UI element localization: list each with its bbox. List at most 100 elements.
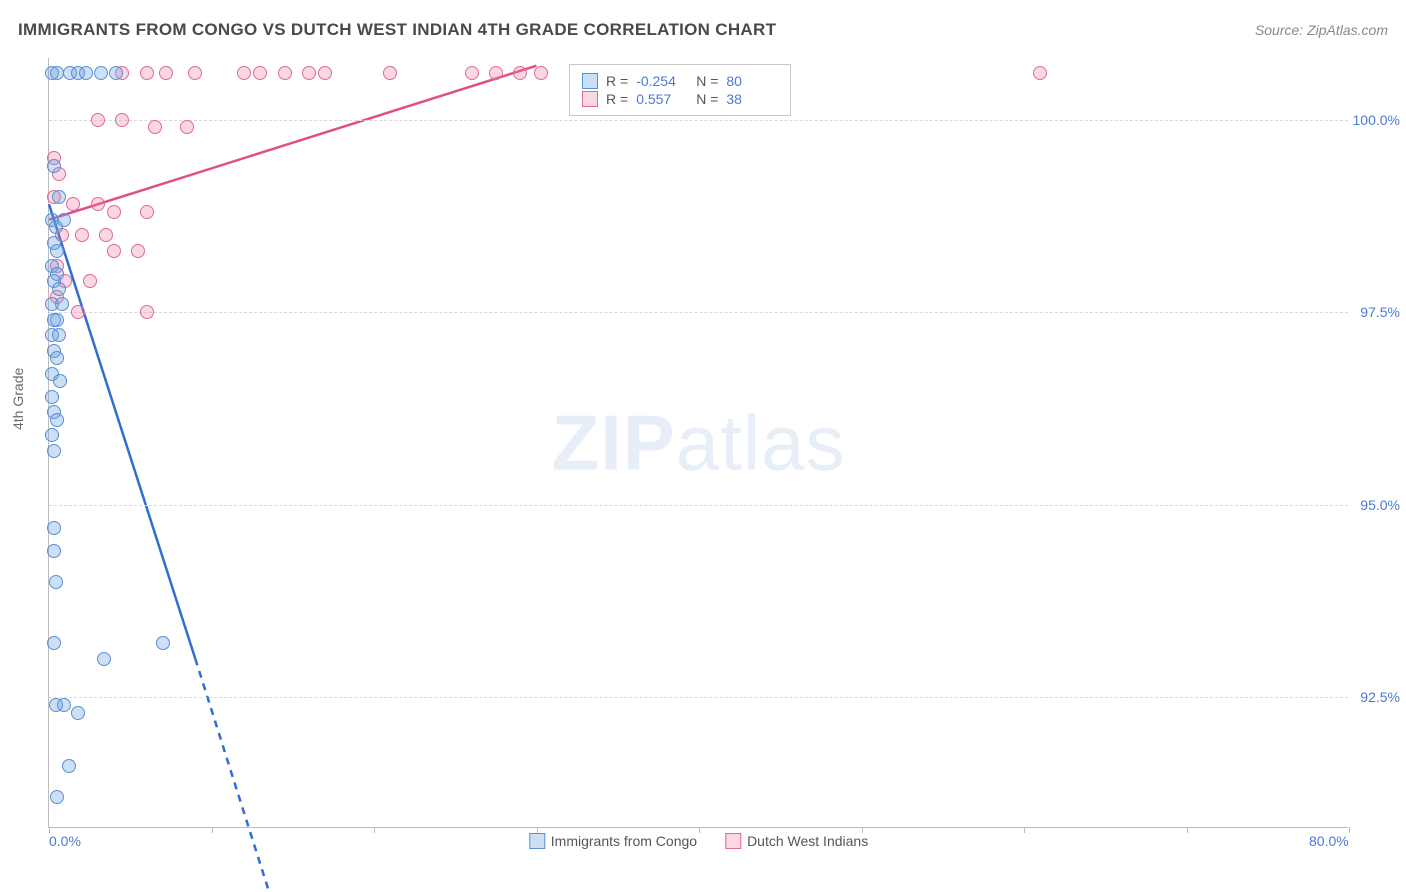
scatter-point-blue	[50, 351, 64, 365]
scatter-point-blue	[57, 698, 71, 712]
scatter-point-blue	[55, 297, 69, 311]
scatter-point-pink	[75, 228, 89, 242]
y-tick-label: 100.0%	[1353, 112, 1400, 128]
scatter-point-pink	[99, 228, 113, 242]
gridline-h	[49, 505, 1348, 506]
correlation-legend: R = -0.254 N = 80R = 0.557 N = 38	[569, 64, 791, 116]
legend-label: Dutch West Indians	[747, 833, 868, 849]
chart-header: IMMIGRANTS FROM CONGO VS DUTCH WEST INDI…	[18, 20, 1388, 40]
series-legend: Immigrants from Congo Dutch West Indians	[529, 833, 868, 849]
chart-title: IMMIGRANTS FROM CONGO VS DUTCH WEST INDI…	[18, 20, 776, 40]
legend-item: Dutch West Indians	[725, 833, 868, 849]
legend-swatch	[529, 833, 545, 849]
legend-item: Immigrants from Congo	[529, 833, 697, 849]
scatter-point-pink	[318, 66, 332, 80]
scatter-point-blue	[49, 575, 63, 589]
x-tick	[1024, 827, 1025, 833]
legend-r-value: -0.254	[636, 73, 688, 89]
scatter-point-pink	[140, 205, 154, 219]
scatter-point-pink	[140, 66, 154, 80]
scatter-point-pink	[107, 205, 121, 219]
scatter-point-pink	[91, 197, 105, 211]
legend-row: R = 0.557 N = 38	[582, 91, 778, 107]
plot-area: ZIPatlas 100.0%97.5%95.0%92.5%0.0%80.0%R…	[48, 58, 1348, 828]
gridline-h	[49, 120, 1348, 121]
watermark: ZIPatlas	[551, 397, 845, 488]
legend-r-label: R =	[606, 73, 628, 89]
scatter-point-pink	[115, 113, 129, 127]
scatter-point-blue	[50, 413, 64, 427]
legend-swatch	[725, 833, 741, 849]
legend-label: Immigrants from Congo	[551, 833, 697, 849]
scatter-point-pink	[465, 66, 479, 80]
scatter-point-pink	[302, 66, 316, 80]
scatter-point-blue	[62, 759, 76, 773]
scatter-point-pink	[66, 197, 80, 211]
scatter-point-blue	[50, 790, 64, 804]
legend-r-value: 0.557	[636, 91, 688, 107]
scatter-point-blue	[52, 282, 66, 296]
scatter-point-pink	[159, 66, 173, 80]
legend-row: R = -0.254 N = 80	[582, 73, 778, 89]
legend-n-value: 80	[726, 73, 778, 89]
scatter-point-blue	[94, 66, 108, 80]
scatter-point-blue	[50, 66, 64, 80]
x-tick	[1349, 827, 1350, 833]
scatter-point-blue	[97, 652, 111, 666]
scatter-point-blue	[47, 521, 61, 535]
scatter-point-blue	[57, 213, 71, 227]
scatter-point-blue	[47, 159, 61, 173]
scatter-point-blue	[45, 390, 59, 404]
legend-n-label: N =	[696, 73, 718, 89]
scatter-point-blue	[53, 374, 67, 388]
scatter-point-pink	[83, 274, 97, 288]
scatter-point-pink	[489, 66, 503, 80]
x-tick	[374, 827, 375, 833]
scatter-point-pink	[534, 66, 548, 80]
scatter-point-pink	[1033, 66, 1047, 80]
x-tick-label: 0.0%	[49, 833, 81, 849]
scatter-point-pink	[148, 120, 162, 134]
x-tick-label: 80.0%	[1309, 833, 1349, 849]
scatter-point-pink	[131, 244, 145, 258]
x-tick	[49, 827, 50, 833]
scatter-point-blue	[50, 244, 64, 258]
y-tick-label: 95.0%	[1360, 497, 1400, 513]
scatter-point-pink	[91, 113, 105, 127]
x-tick	[1187, 827, 1188, 833]
scatter-point-pink	[237, 66, 251, 80]
scatter-point-pink	[140, 305, 154, 319]
scatter-point-blue	[156, 636, 170, 650]
scatter-point-pink	[188, 66, 202, 80]
scatter-point-blue	[109, 66, 123, 80]
scatter-point-pink	[513, 66, 527, 80]
chart-source: Source: ZipAtlas.com	[1255, 22, 1388, 38]
legend-swatch	[582, 73, 598, 89]
scatter-point-pink	[383, 66, 397, 80]
scatter-point-blue	[71, 706, 85, 720]
legend-n-label: N =	[696, 91, 718, 107]
scatter-point-pink	[71, 305, 85, 319]
scatter-point-pink	[253, 66, 267, 80]
scatter-point-pink	[107, 244, 121, 258]
scatter-point-blue	[52, 190, 66, 204]
scatter-point-blue	[47, 444, 61, 458]
regression-lines	[49, 58, 1348, 827]
gridline-h	[49, 697, 1348, 698]
scatter-point-pink	[180, 120, 194, 134]
y-axis-label: 4th Grade	[10, 368, 26, 430]
legend-swatch	[582, 91, 598, 107]
scatter-point-blue	[47, 636, 61, 650]
scatter-point-blue	[52, 328, 66, 342]
scatter-point-pink	[278, 66, 292, 80]
gridline-h	[49, 312, 1348, 313]
legend-r-label: R =	[606, 91, 628, 107]
y-tick-label: 97.5%	[1360, 304, 1400, 320]
scatter-point-blue	[50, 313, 64, 327]
x-tick	[212, 827, 213, 833]
legend-n-value: 38	[726, 91, 778, 107]
y-tick-label: 92.5%	[1360, 689, 1400, 705]
scatter-point-blue	[79, 66, 93, 80]
scatter-point-blue	[45, 428, 59, 442]
scatter-point-blue	[47, 544, 61, 558]
